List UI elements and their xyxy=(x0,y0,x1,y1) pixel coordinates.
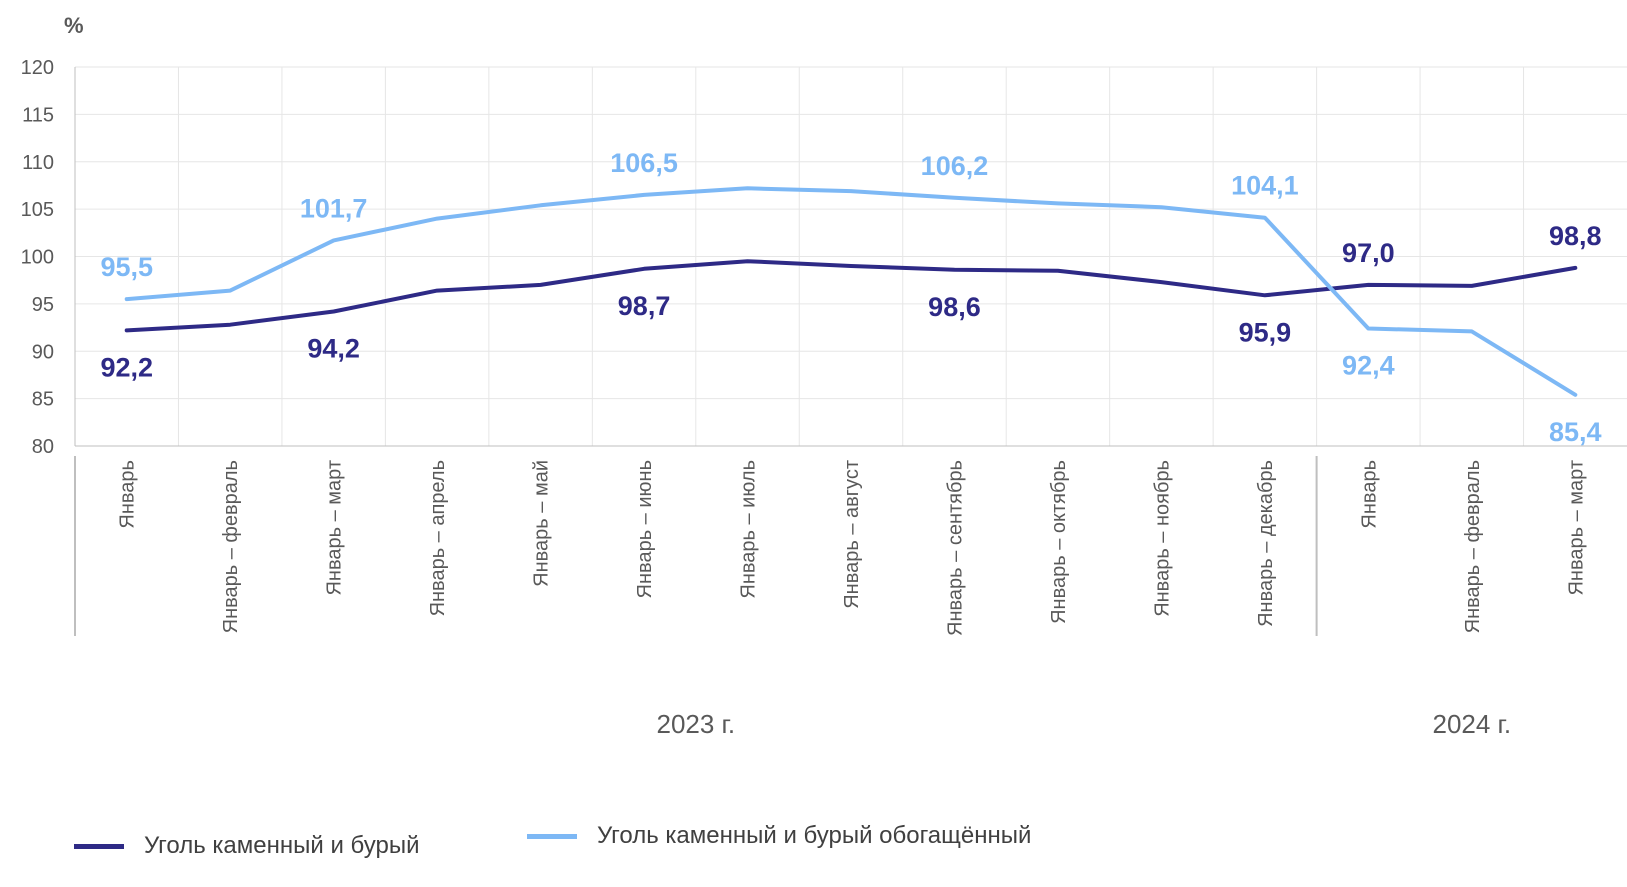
x-tick-label: Январь – май xyxy=(531,460,553,587)
data-label-1: 104,1 xyxy=(1231,171,1299,201)
grid-lines xyxy=(75,66,1627,446)
data-label-0: 98,8 xyxy=(1549,221,1602,251)
x-group-label: 2023 г. xyxy=(656,709,735,739)
y-tick-labels: 80 85 90 95 100 105 110 115 120 xyxy=(21,57,54,458)
legend-swatch-coal xyxy=(74,843,124,849)
y-tick-label: 95 xyxy=(32,294,54,316)
y-tick-label: 120 xyxy=(21,57,54,79)
data-label-0: 95,9 xyxy=(1239,317,1292,347)
y-tick-label: 100 xyxy=(21,247,54,269)
data-label-1: 95,5 xyxy=(100,252,153,282)
data-labels: 92,2 94,2 98,7 98,6 95,9 97,0 98,8 95,5 101,7 106… xyxy=(100,148,1601,447)
series-line-0 xyxy=(124,259,1578,333)
y-tick-label: 105 xyxy=(21,199,54,221)
x-tick-label: Январь – декабрь xyxy=(1255,460,1277,627)
y-tick-label: 110 xyxy=(22,152,54,174)
y-tick-label: 115 xyxy=(22,104,54,126)
x-tick-label: Январь – ноябрь xyxy=(1151,460,1173,617)
legend-swatch-enriched-coal xyxy=(527,833,577,839)
x-tick-label: Январь – апрель xyxy=(427,460,449,616)
data-label-0: 92,2 xyxy=(100,352,153,382)
y-axis-label: % xyxy=(64,13,84,38)
x-tick-label: Январь xyxy=(1358,460,1380,529)
legend: Уголь каменный и бурый Уголь каменный и … xyxy=(0,822,1627,872)
x-group-labels: 2023 г. 2024 г. xyxy=(656,709,1511,739)
y-tick-label: 85 xyxy=(32,389,54,411)
x-tick-label: Январь – март xyxy=(324,460,346,596)
legend-item-coal: Уголь каменный и бурый xyxy=(74,832,419,860)
x-tick-label: Январь xyxy=(117,460,139,529)
data-label-1: 92,4 xyxy=(1342,351,1395,381)
axes xyxy=(74,67,1627,636)
data-label-1: 106,2 xyxy=(921,151,989,181)
x-tick-label: Январь – февраль xyxy=(220,460,242,633)
series-lines xyxy=(124,186,1578,397)
x-tick-label: Январь – июнь xyxy=(634,460,656,598)
data-label-0: 98,7 xyxy=(618,291,671,321)
data-label-1: 106,5 xyxy=(610,148,678,178)
data-label-0: 94,2 xyxy=(307,333,360,363)
y-tick-label: 80 xyxy=(32,436,54,458)
series-line-1 xyxy=(124,186,1578,397)
x-tick-label: Январь – июль xyxy=(738,460,760,599)
y-tick-label: 90 xyxy=(32,341,54,363)
legend-label-coal: Уголь каменный и бурый xyxy=(144,832,420,859)
x-tick-label: Январь – сентябрь xyxy=(944,460,966,636)
x-tick-label: Январь – август xyxy=(841,460,863,609)
data-label-0: 97,0 xyxy=(1342,238,1395,268)
x-group-label: 2024 г. xyxy=(1432,709,1511,739)
legend-item-enriched-coal: Уголь каменный и бурый обогащённый xyxy=(527,822,1031,850)
legend-label-enriched-coal: Уголь каменный и бурый обогащённый xyxy=(597,822,1032,849)
data-label-0: 98,6 xyxy=(928,292,981,322)
data-label-1: 101,7 xyxy=(300,193,368,223)
data-label-1: 85,4 xyxy=(1549,417,1602,447)
x-tick-label: Январь – октябрь xyxy=(1048,460,1070,624)
x-tick-label: Январь – февраль xyxy=(1462,460,1484,633)
x-tick-label: Январь – март xyxy=(1565,460,1587,596)
x-tick-labels: Январь Январь – февраль Январь – март Январ… xyxy=(117,460,1588,636)
